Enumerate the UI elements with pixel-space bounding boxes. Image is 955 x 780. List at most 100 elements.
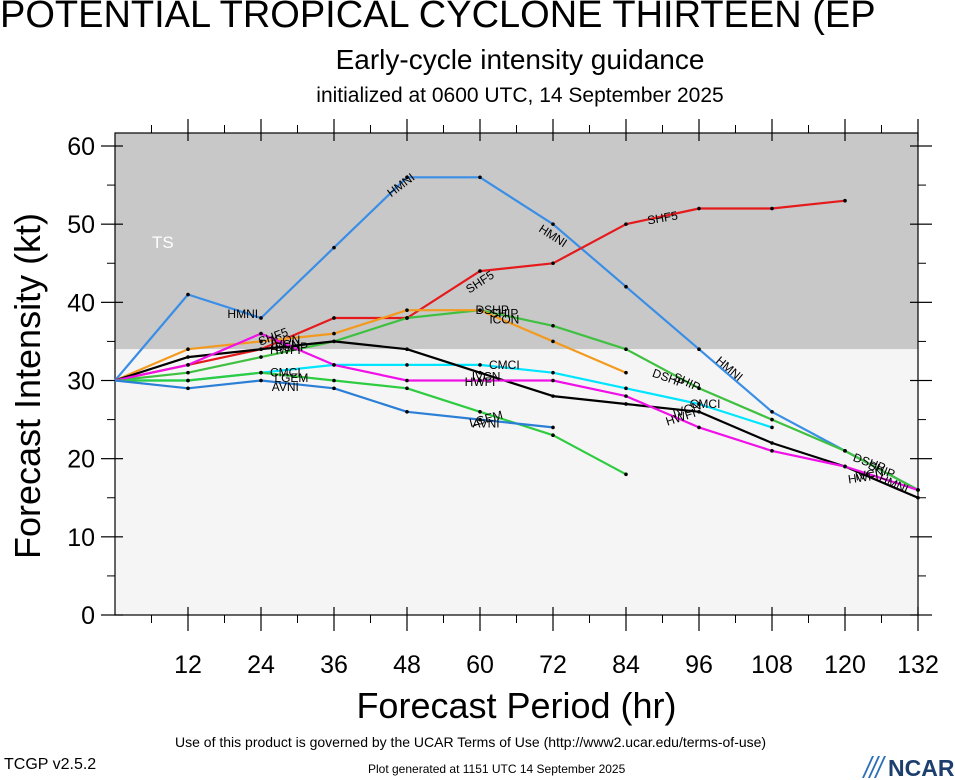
ncar-logo-text: NCAR: [888, 755, 955, 780]
point-hmni: [186, 292, 190, 297]
series-label-shf5: SHF5: [646, 208, 679, 227]
y-axis-label: Forecast Intensity (kt): [7, 213, 48, 559]
point-icon: [186, 347, 190, 352]
point-ivcn: [332, 339, 336, 344]
series-label-hwfi: HWFI: [270, 343, 301, 357]
point-hwfi: [405, 378, 409, 383]
series-label-ivcn: IVCN: [271, 338, 300, 352]
ncar-logo: NCAR: [862, 755, 955, 780]
point-ship: [843, 449, 847, 453]
point-ivcn: [259, 347, 263, 352]
point-ivcn: [478, 370, 482, 375]
point-ship: [770, 417, 774, 422]
point-cmci: [770, 425, 774, 430]
point-hmni: [405, 175, 409, 180]
point-avni: [478, 417, 482, 422]
point-ivcn: [186, 355, 190, 359]
point-lgem: [332, 378, 336, 383]
series-label-lgem: LGEM: [274, 371, 308, 385]
point-hwfi: [551, 378, 555, 383]
series-label-ivcn: IVCN: [472, 370, 501, 384]
point-cmci: [624, 386, 628, 391]
y-tick-label: 40: [67, 289, 95, 317]
point-hmni: [478, 175, 482, 180]
x-tick-label: 36: [320, 651, 348, 679]
x-tick-label: 60: [466, 651, 494, 679]
point-lgem: [186, 378, 190, 383]
point-lgem: [551, 433, 555, 438]
point-hmni: [332, 245, 336, 250]
point-avni: [186, 386, 190, 391]
y-tick-label: 10: [67, 524, 95, 552]
series-label-hwfi: HWFI: [465, 375, 496, 389]
point-avni: [551, 425, 555, 430]
band-label-ts: TS: [152, 233, 174, 252]
series-label-cmci: CMCI: [270, 366, 301, 380]
point-hmni: [551, 222, 555, 226]
series-line-icon: [114, 309, 627, 382]
series-label-hwfi: HWFI: [847, 468, 879, 486]
point-ivcn: [624, 402, 628, 406]
point-shf5: [843, 198, 847, 203]
point-hwfi: [770, 449, 774, 453]
point-lgem: [624, 472, 628, 477]
point-icon: [624, 370, 628, 375]
point-icon: [405, 308, 409, 312]
init-time: initialized at 0600 UTC, 14 September 20…: [316, 84, 724, 107]
point-avni: [405, 409, 409, 414]
point-lgem: [478, 409, 482, 414]
x-tick-label: 72: [539, 651, 567, 679]
point-shf5: [697, 206, 701, 211]
point-icon: [332, 331, 336, 336]
point-avni: [332, 386, 336, 391]
series-line-ivcn: [114, 340, 919, 499]
series-label-avni: AVNI: [473, 416, 500, 430]
y-tick-label: 50: [67, 211, 95, 239]
series-label-ivcn: IVCN: [854, 465, 885, 484]
point-lgem: [259, 370, 263, 375]
x-axis-label: Forecast Period (hr): [356, 685, 676, 726]
point-hmni: [770, 409, 774, 414]
point-ship: [259, 355, 263, 359]
chart-subtitle: Early-cycle intensity guidance: [335, 44, 705, 75]
series-label-icon: ICON: [270, 333, 300, 347]
ncar-logo-mark: [862, 756, 886, 778]
point-ship: [697, 386, 701, 391]
series-label-avni: AVNI: [272, 380, 299, 394]
point-ivcn: [551, 394, 555, 398]
point-icon: [259, 339, 263, 344]
series-label-ship: SHIP: [490, 306, 518, 320]
series-line-hwfi: [114, 332, 919, 491]
point-shf5: [770, 206, 774, 211]
series-line-hmni: [114, 176, 919, 491]
y-tick-label: 60: [67, 133, 95, 161]
point-ship: [551, 323, 555, 328]
point-hwfi: [624, 394, 628, 398]
point-cmci: [478, 363, 482, 367]
chart-title: POTENTIAL TROPICAL CYCLONE THIRTEEN (EP: [0, 0, 876, 36]
x-tick-label: 108: [751, 651, 793, 679]
point-ivcn: [405, 347, 409, 352]
point-hmni: [624, 284, 628, 289]
point-avni: [259, 378, 263, 383]
terms-of-use: Use of this product is governed by the U…: [175, 734, 767, 750]
y-tick-label: 0: [81, 602, 95, 630]
point-hwfi: [843, 464, 847, 469]
point-shf5: [624, 222, 628, 226]
point-ivcn: [916, 495, 920, 500]
series-line-lgem: [115, 371, 627, 476]
point-cmci: [551, 370, 555, 375]
point-hwfi: [697, 425, 701, 430]
point-icon: [551, 339, 555, 344]
point-ship: [624, 347, 628, 352]
point-shf5: [478, 269, 482, 273]
point-hwfi: [259, 331, 263, 336]
point-cmci: [697, 402, 701, 406]
version-label: TCGP v2.5.2: [4, 756, 97, 773]
x-tick-label: 96: [685, 651, 713, 679]
point-shf5: [551, 261, 555, 266]
x-tick-label: 12: [174, 651, 202, 679]
series-label-dshp: DSHP: [475, 303, 508, 317]
series-label-hmni: HMNI: [227, 307, 258, 321]
series-line-ship: [114, 309, 919, 491]
